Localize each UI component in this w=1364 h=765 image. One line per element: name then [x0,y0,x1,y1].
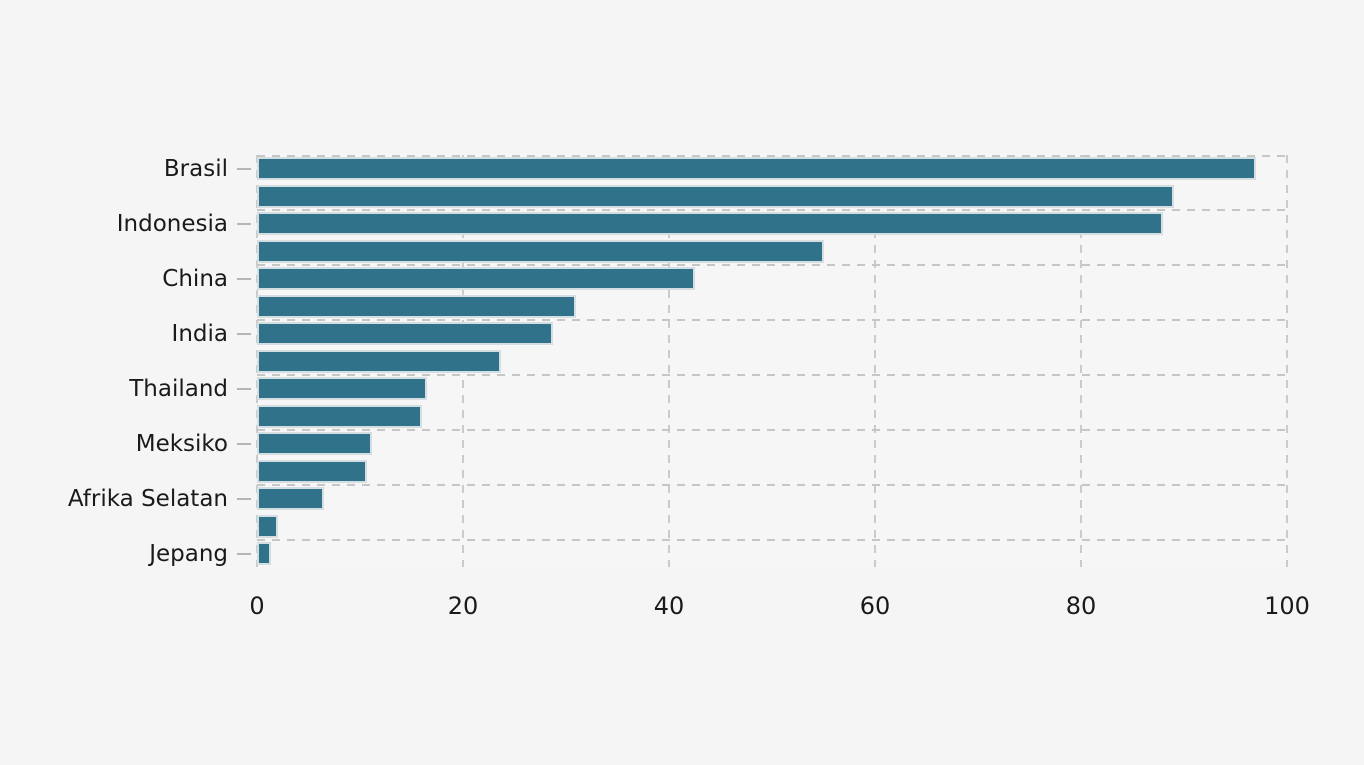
plot-area [256,155,1288,567]
y-tick-mark [237,332,251,335]
bar-meksiko-2 [257,460,368,483]
x-tick-label-0: 0 [249,592,265,620]
category-label-thailand: Thailand [129,375,228,402]
category-label-brasil: Brasil [163,155,228,182]
gridline-x-60 [874,155,876,567]
y-tick-mark [237,387,251,390]
group-separator [257,209,1287,211]
category-label-india: India [171,320,228,347]
bar-jepang [257,542,272,565]
category-label-afrika-selatan: Afrika Selatan [67,485,228,512]
bar-meksiko [257,432,373,455]
bar-brasil-2 [257,185,1174,208]
bar-afrika-selatan-2 [257,515,278,538]
bar-brasil [257,157,1257,180]
y-tick-mark [237,277,251,280]
gridline-x-80 [1080,155,1082,567]
bar-china-2 [257,295,577,318]
x-tick-label-60: 60 [859,592,891,620]
gridline-x-100 [1286,155,1288,567]
bar-thailand [257,377,427,400]
category-label-jepang: Jepang [149,540,228,567]
gridline-x-40 [668,155,670,567]
y-tick-mark [237,222,251,225]
category-label-indonesia: Indonesia [116,210,228,237]
x-tick-label-40: 40 [653,592,685,620]
x-tick-label-20: 20 [447,592,479,620]
x-tick-label-80: 80 [1065,592,1097,620]
group-separator [257,484,1287,486]
y-tick-mark [237,497,251,500]
y-tick-mark [237,442,251,445]
bar-india [257,322,553,345]
bar-indonesia-2 [257,240,824,263]
group-separator [257,539,1287,541]
bar-china [257,267,695,290]
group-separator [257,374,1287,376]
x-tick-label-100: 100 [1264,592,1310,620]
bar-indonesia [257,212,1164,235]
y-tick-mark [237,167,251,170]
y-tick-mark [237,552,251,555]
bar-afrika-selatan [257,487,324,510]
group-separator [257,319,1287,321]
category-label-meksiko: Meksiko [135,430,228,457]
group-separator [257,429,1287,431]
bar-india-2 [257,350,502,373]
group-separator [257,264,1287,266]
bar-thailand-2 [257,405,422,428]
category-label-china: China [162,265,228,292]
plot-top-border [257,155,1287,157]
